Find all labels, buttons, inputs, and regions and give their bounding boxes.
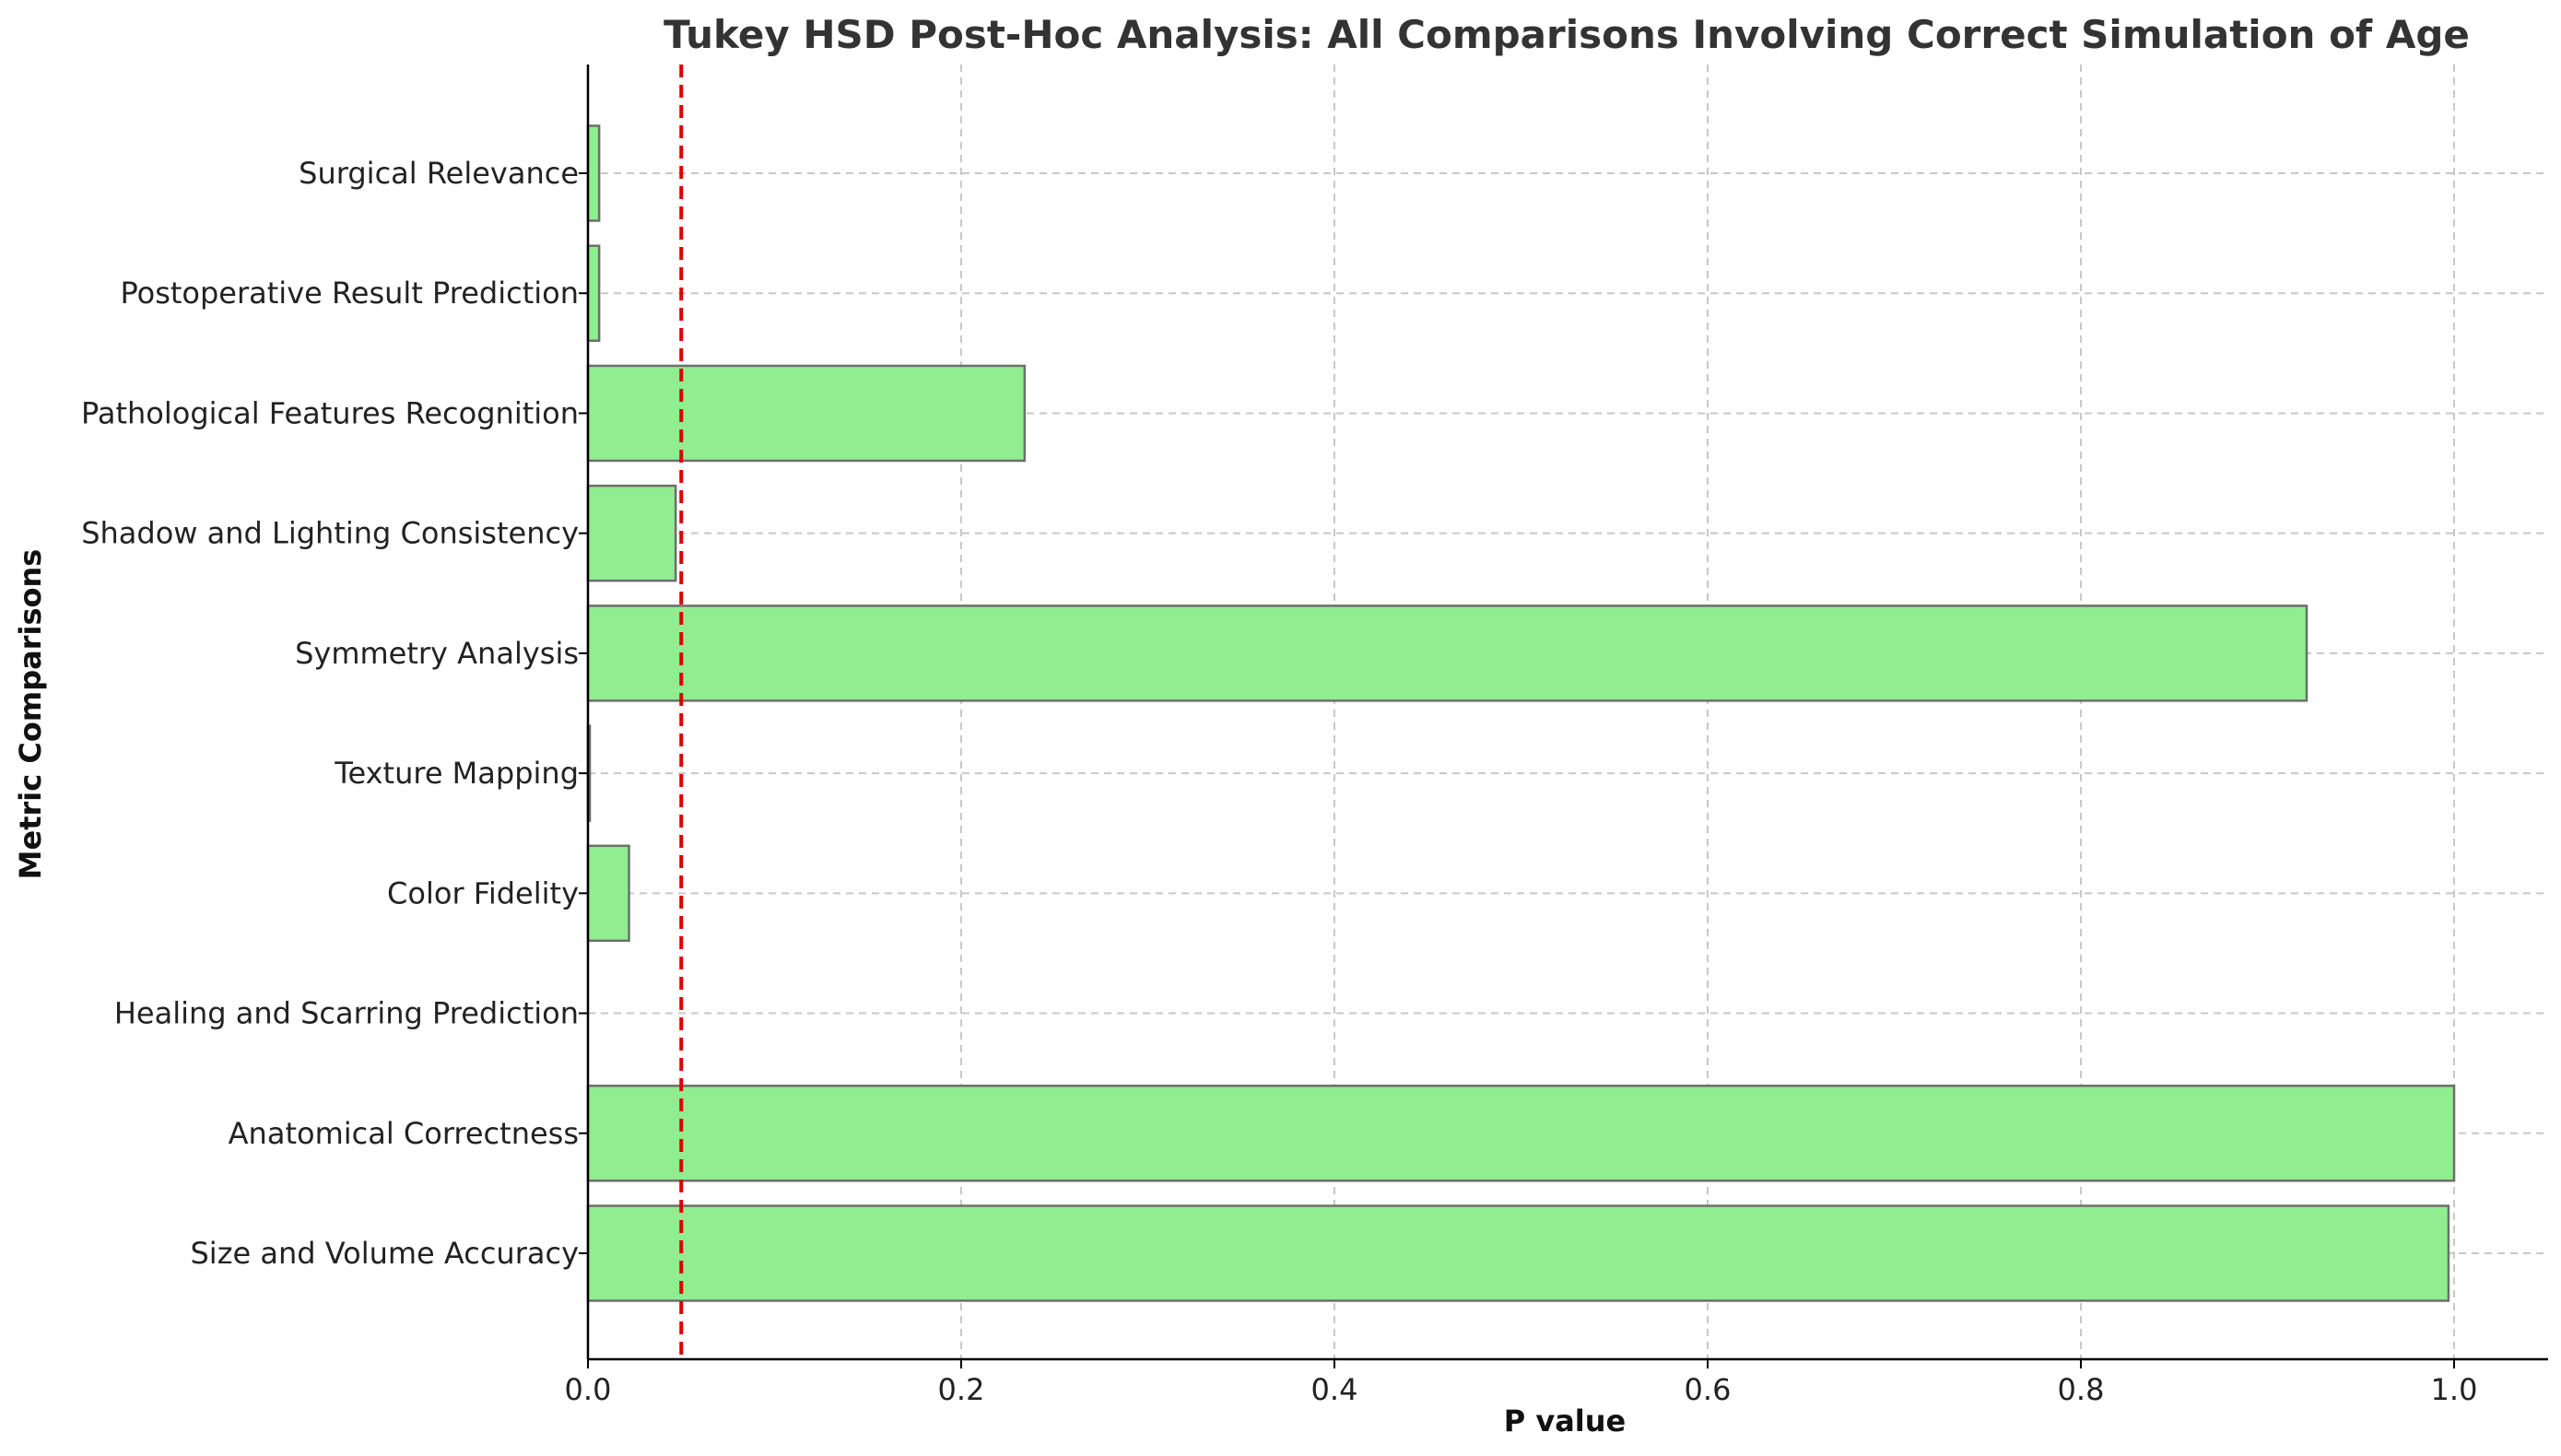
x-tick-label: 0.0	[565, 1372, 612, 1407]
bar	[586, 244, 601, 342]
axis-layer: 0.0 0.2 0.4 0.6 0.8 1.0 Size and Volume Accura…	[81, 65, 2548, 1407]
x-tick-label: 0.6	[1685, 1372, 1732, 1407]
x-tick-label: 0.4	[1311, 1372, 1358, 1407]
bar-layer	[586, 124, 2456, 1302]
bar	[586, 1085, 2456, 1182]
y-tick-label: Postoperative Result Prediction	[120, 276, 579, 311]
y-tick-label: Texture Mapping	[334, 756, 579, 791]
bar	[586, 605, 2308, 702]
chart-title: Tukey HSD Post-Hoc Analysis: All Compari…	[664, 12, 2470, 57]
bar	[586, 364, 1027, 463]
y-tick-label: Healing and Scarring Prediction	[114, 996, 579, 1031]
y-tick-label: Size and Volume Accuracy	[190, 1236, 579, 1271]
y-tick-label: Shadow and Lighting Consistency	[81, 516, 579, 551]
y-tick-label: Pathological Features Recognition	[81, 395, 579, 430]
x-axis-label: P value	[1504, 1403, 1627, 1438]
y-tick-label: Surgical Relevance	[299, 156, 579, 191]
y-tick-label: Symmetry Analysis	[295, 636, 579, 671]
bar	[586, 844, 630, 943]
bar	[586, 124, 601, 222]
bar	[586, 1204, 2450, 1302]
x-tick-label: 0.2	[938, 1372, 985, 1407]
y-tick-label: Anatomical Correctness	[229, 1116, 579, 1151]
bar	[586, 484, 677, 582]
y-axis-label: Metric Comparisons	[13, 549, 48, 880]
y-tick-label: Color Fidelity	[387, 875, 579, 910]
x-tick-label: 1.0	[2431, 1372, 2478, 1407]
x-tick-label: 0.8	[2058, 1372, 2105, 1407]
